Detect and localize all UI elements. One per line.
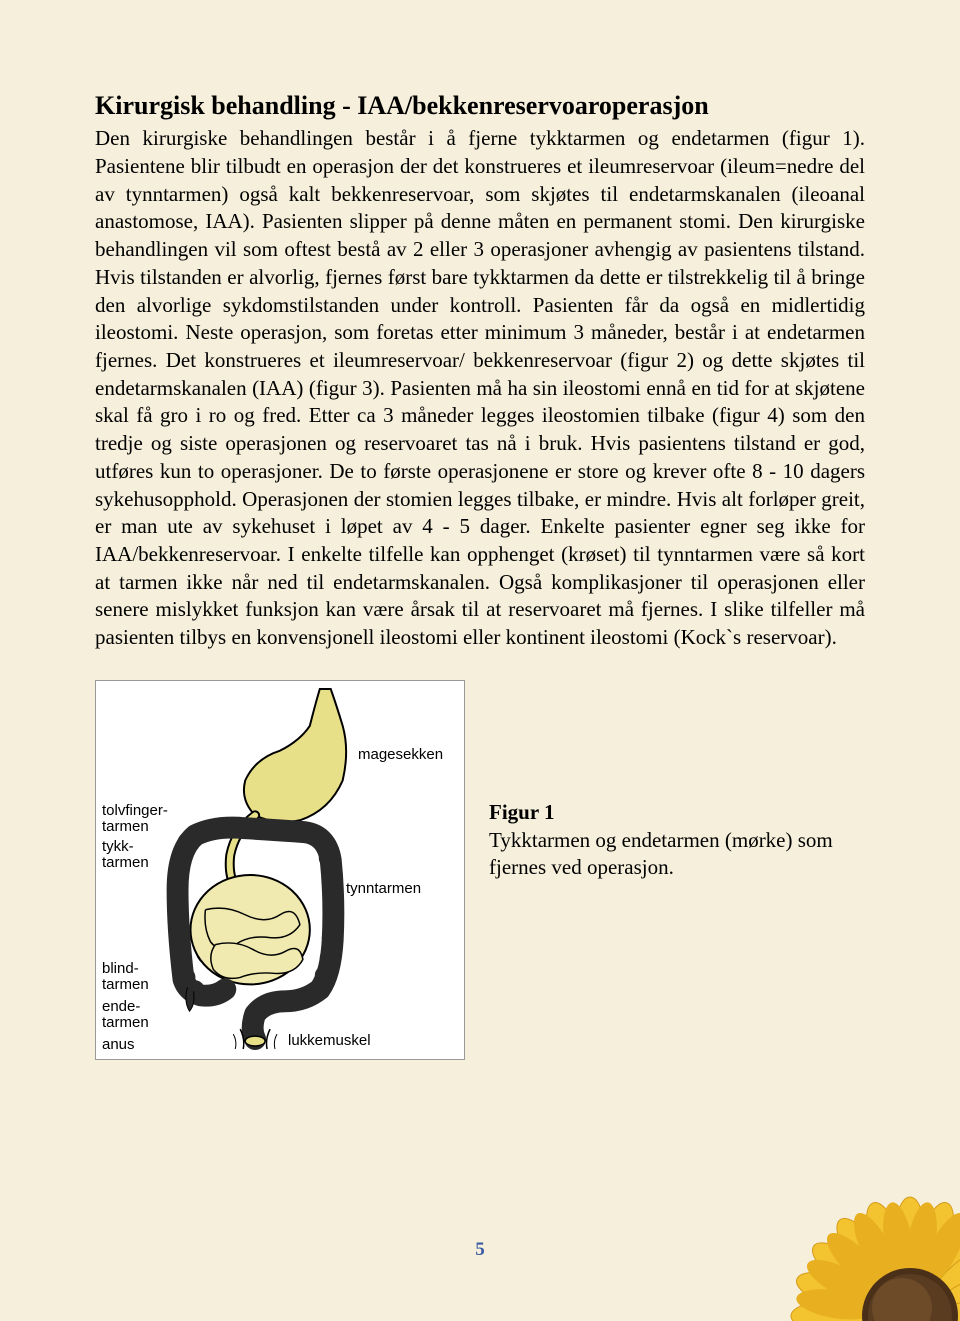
anatomy-diagram: magesekken tolvfinger- tarmen tykk- tarm… <box>95 680 465 1060</box>
sunflower-decoration <box>760 1166 960 1321</box>
label-tolvfinger: tolvfinger- tarmen <box>102 803 168 836</box>
label-ende: ende- tarmen <box>102 999 149 1032</box>
caption-title: Figur 1 <box>489 800 865 825</box>
body-paragraph: Den kirurgiske behandlingen består i å f… <box>95 125 865 652</box>
label-tynntarmen: tynntarmen <box>346 881 421 898</box>
label-lukkemuskel: lukkemuskel <box>288 1033 371 1050</box>
caption-text: Tykktarmen og endetarmen (mørke) som fje… <box>489 827 865 882</box>
label-magesekken: magesekken <box>358 747 443 764</box>
label-anus: anus <box>102 1037 135 1054</box>
anatomy-svg <box>96 681 464 1059</box>
label-blind: blind- tarmen <box>102 961 149 994</box>
section-heading: Kirurgisk behandling - IAA/bekkenreservo… <box>95 90 865 121</box>
label-tykk: tykk- tarmen <box>102 839 149 872</box>
page-number: 5 <box>475 1239 485 1261</box>
figure-caption: Figur 1 Tykktarmen og endetarmen (mørke)… <box>489 680 865 882</box>
figure-row: magesekken tolvfinger- tarmen tykk- tarm… <box>95 680 865 1060</box>
